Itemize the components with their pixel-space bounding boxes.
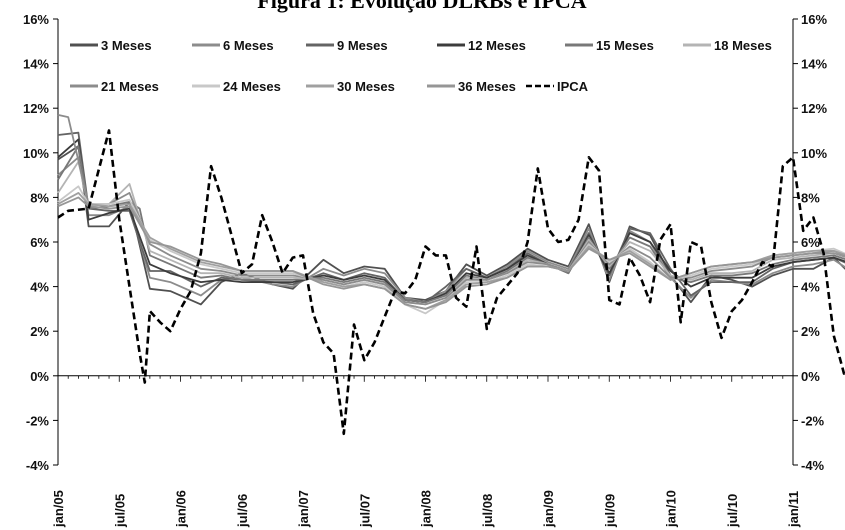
x-tick-label: jan/08: [419, 490, 434, 528]
legend-label: 21 Meses: [101, 79, 159, 94]
y-tick-label-right: 12%: [801, 101, 827, 116]
legend-label: 12 Meses: [468, 38, 526, 53]
x-tick-label: jan/07: [296, 490, 311, 528]
legend-label: 30 Meses: [337, 79, 395, 94]
legend-label: IPCA: [557, 79, 589, 94]
y-tick-label-left: -4%: [26, 458, 50, 473]
legend-label: 36 Meses: [458, 79, 516, 94]
y-tick-label-right: 14%: [801, 57, 827, 72]
series-line-12-meses: [57, 138, 845, 304]
y-tick-label-left: 8%: [30, 190, 49, 205]
x-tick-label: jul/10: [725, 494, 740, 528]
legend-label: 9 Meses: [337, 38, 388, 53]
x-tick-label: jan/06: [174, 490, 189, 528]
axes: 16% 16% 14% 14% 12% 12% 10% 10% 8% 8% 6% 6% 4% 4% 2% 2%…: [23, 12, 827, 528]
legend-label: 6 Meses: [223, 38, 274, 53]
x-tick-label: jul/09: [602, 494, 617, 528]
series-layer: [57, 114, 845, 436]
y-tick-label-left: 14%: [23, 57, 49, 72]
legend-label: 15 Meses: [596, 38, 654, 53]
y-tick-label-left: 6%: [30, 235, 49, 250]
legend-label: 3 Meses: [101, 38, 152, 53]
y-tick-label-left: 2%: [30, 324, 49, 339]
y-tick-label-right: -2%: [801, 413, 825, 428]
y-tick-label-left: 4%: [30, 280, 49, 295]
x-tick-label: jan/09: [541, 490, 556, 528]
x-tick-label: jul/07: [357, 494, 372, 528]
y-tick-label-right: -4%: [801, 458, 825, 473]
series-line-15-meses: [57, 145, 845, 304]
series-line-36-meses: [57, 196, 845, 310]
y-tick-label-right: 6%: [801, 235, 820, 250]
y-tick-label-right: 4%: [801, 280, 820, 295]
series-line-24-meses: [57, 185, 845, 315]
legend-label: 24 Meses: [223, 79, 281, 94]
y-tick-label-left: 12%: [23, 101, 49, 116]
y-tick-label-left: -2%: [26, 413, 50, 428]
y-tick-label-right: 10%: [801, 146, 827, 161]
y-tick-label-right: 0%: [801, 369, 820, 384]
x-tick-label: jan/10: [664, 490, 679, 528]
y-tick-label-left: 0%: [30, 369, 49, 384]
x-tick-label: jul/06: [235, 494, 250, 528]
series-line-6-meses: [57, 156, 845, 304]
series-line-ipca: [57, 129, 845, 436]
legend: 3 Meses 6 Meses 9 Meses 12 Meses 15 Meses 18 …: [70, 38, 772, 94]
x-tick-label: jan/11: [786, 491, 801, 528]
x-tick-label: jan/05: [51, 490, 66, 528]
legend-label: 18 Meses: [714, 38, 772, 53]
y-tick-label-left: 16%: [23, 12, 49, 27]
x-tick-label: jul/08: [480, 494, 495, 528]
x-tick-label: jul/05: [112, 494, 127, 528]
y-tick-label-right: 8%: [801, 190, 820, 205]
y-tick-label-right: 16%: [801, 12, 827, 27]
y-tick-label-left: 10%: [23, 146, 49, 161]
chart-title: Figura 1: Evolução DLRBs e IPCA: [257, 0, 587, 13]
y-tick-label-right: 2%: [801, 324, 820, 339]
